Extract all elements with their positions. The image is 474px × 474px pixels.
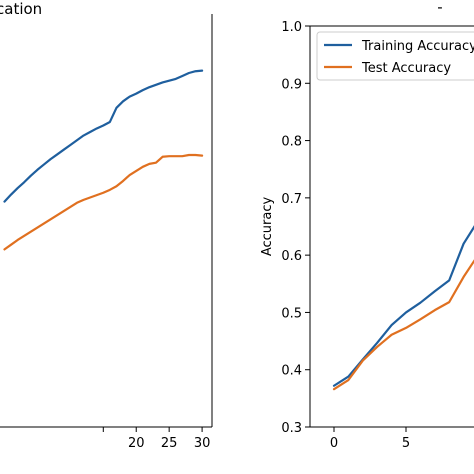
right-x-tick-label: 5 (402, 436, 410, 451)
right-chart-panel: 0.3 0.4 0.5 0.6 0.7 0.8 0.9 1.0 0 5 Accuracy - Train… (260, 0, 474, 451)
left-x-tick-label: 25 (161, 436, 178, 451)
right-x-tick-label: 0 (330, 436, 338, 451)
right-series-line-training (332, 225, 474, 387)
right-y-tick-label: 1.0 (281, 20, 302, 35)
right-chart-title: - (437, 0, 442, 16)
right-y-axis-label: Accuracy (260, 197, 275, 257)
right-y-tick-label: 0.5 (281, 306, 302, 321)
right-y-tick-label: 0.7 (281, 192, 302, 207)
legend-label-test: Test Accuracy (361, 61, 451, 76)
legend-label-training: Training Accuracy (361, 39, 474, 54)
legend: Training Accuracy Test Accuracy (316, 31, 474, 81)
right-y-tick-label: 0.6 (281, 249, 302, 264)
right-y-tick-label: 0.4 (281, 364, 302, 379)
left-chart-panel: 20 25 30 cation (0, 0, 213, 451)
left-chart-title: cation (0, 0, 42, 18)
right-y-tick-label: 0.8 (281, 135, 302, 150)
left-x-tick-label: 20 (128, 436, 145, 451)
left-x-tick-label: 30 (194, 436, 211, 451)
left-series-line-training (3, 69, 204, 203)
left-series-line-test (3, 153, 204, 251)
legend-box (316, 31, 474, 81)
right-y-tick-label: 0.3 (281, 421, 302, 436)
right-series-line-test (332, 259, 474, 391)
right-y-tick-label: 0.9 (281, 77, 302, 92)
